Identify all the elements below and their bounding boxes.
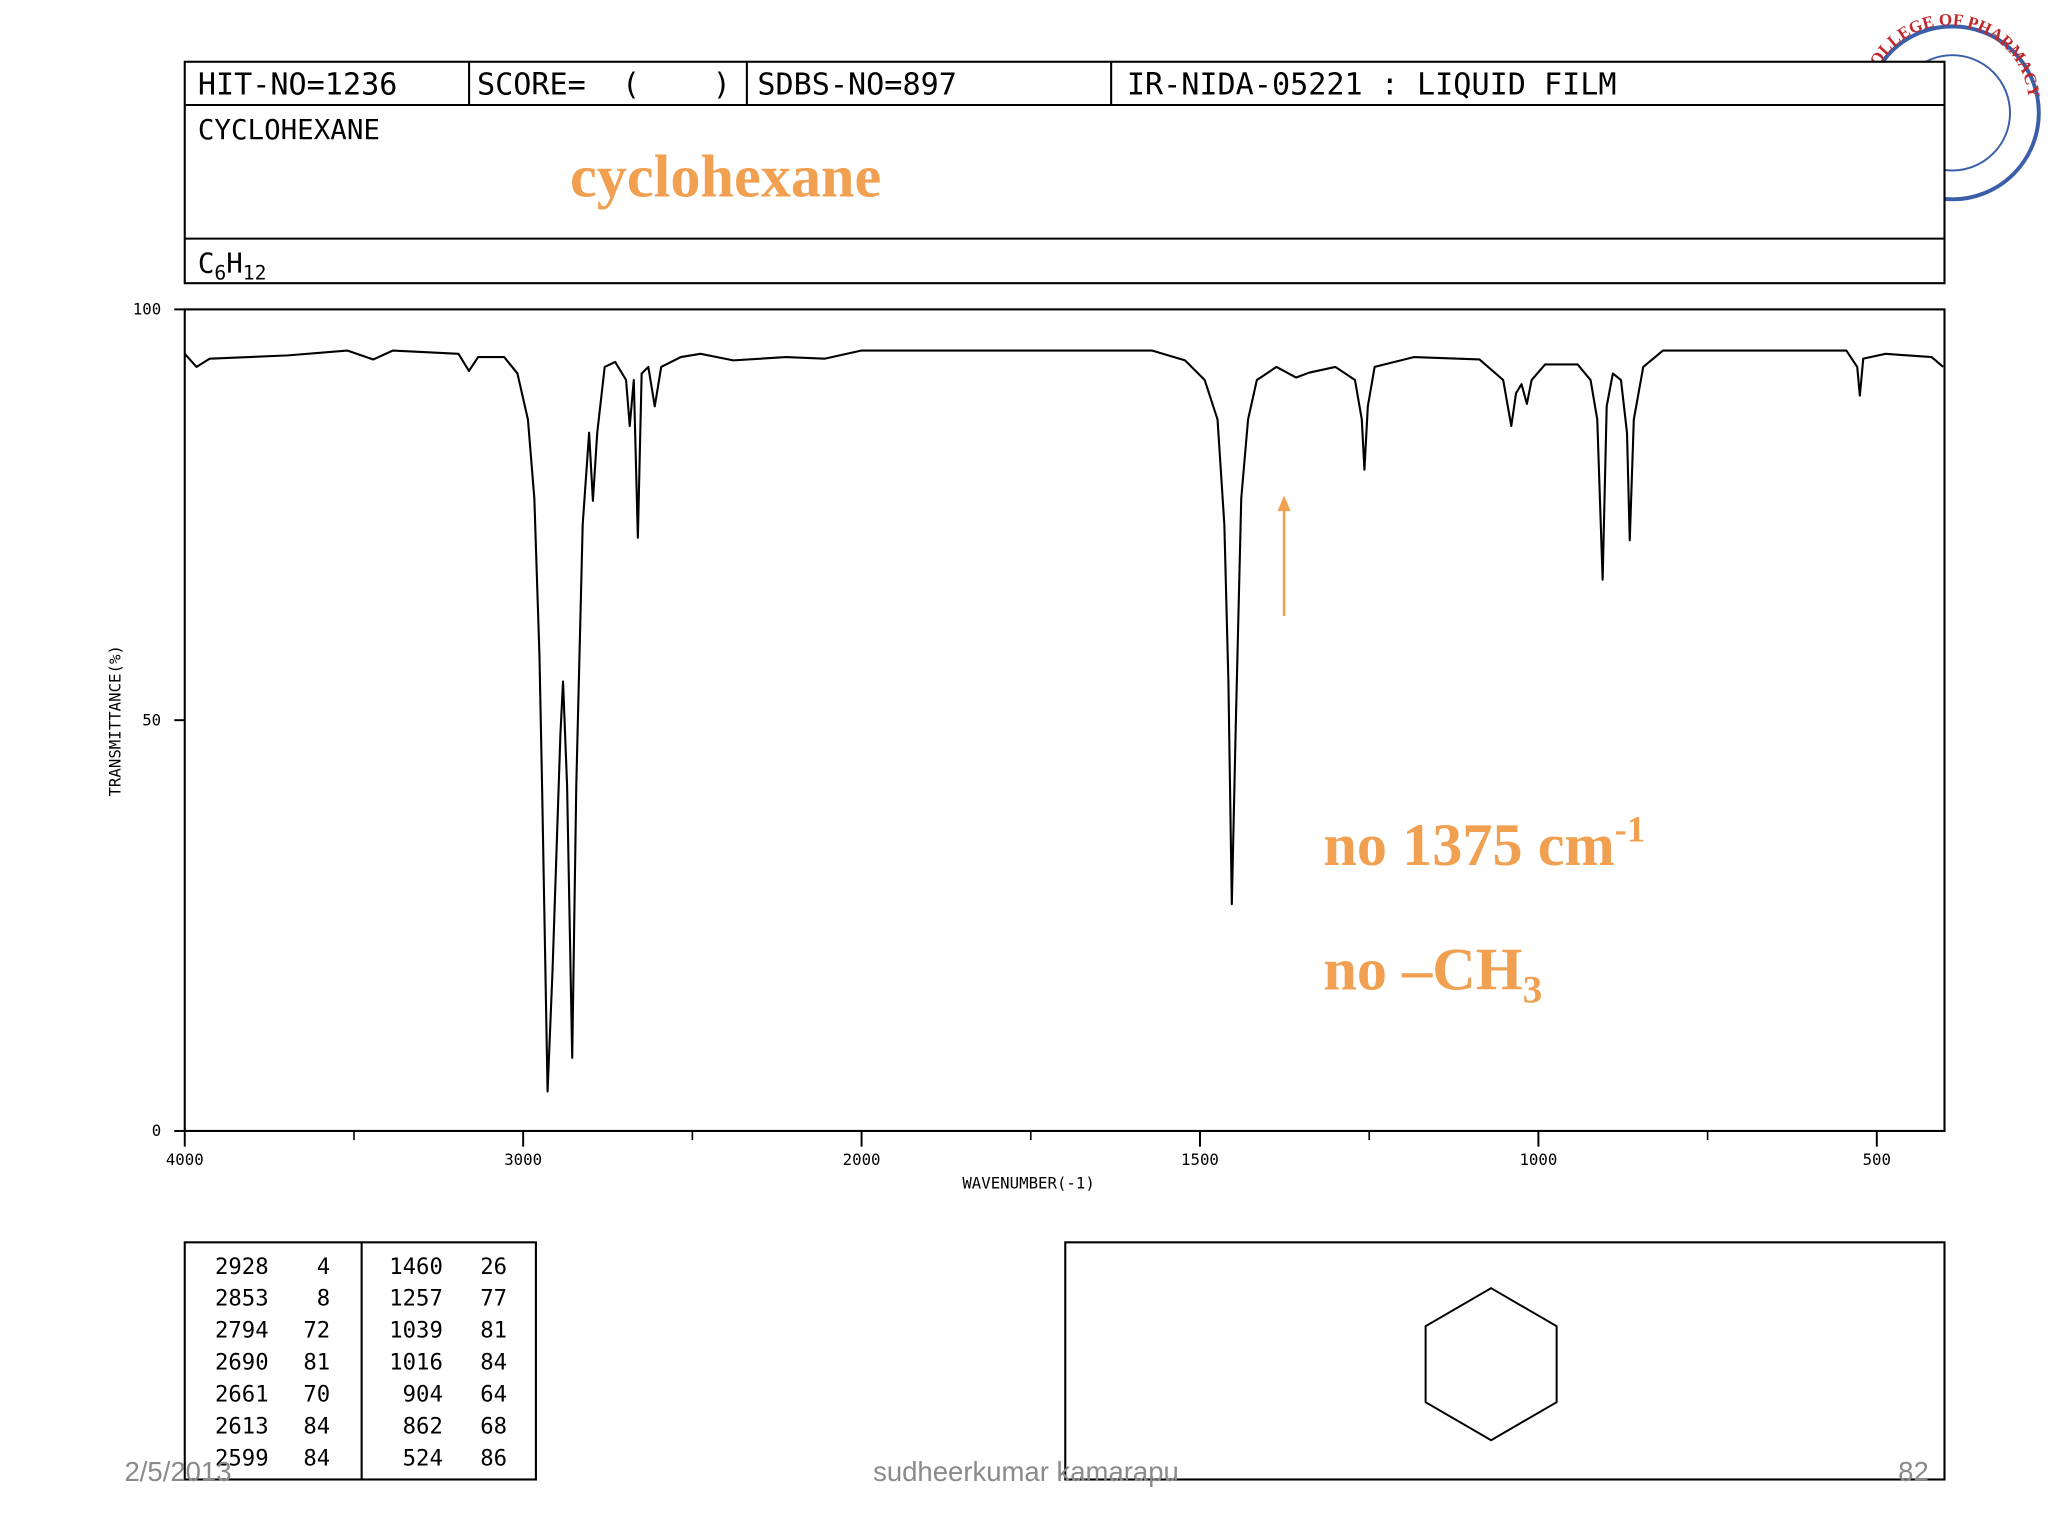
peak-cell: 2599 [215, 1446, 269, 1472]
peak-cell: 2661 [215, 1382, 269, 1408]
y-tick-label: 100 [133, 300, 161, 319]
x-axis-label: WAVENUMBER(-1) [962, 1174, 1095, 1193]
header-box [183, 60, 1946, 285]
compound-note: cyclohexane [570, 144, 881, 211]
formula-c-sub: 6 [214, 261, 226, 284]
x-tick-label: 500 [1863, 1150, 1891, 1169]
sdbs-no: SDBS-NO=897 [757, 68, 957, 103]
peak-cell: 2613 [215, 1414, 269, 1440]
annotation-2-sub: 3 [1523, 968, 1543, 1012]
peak-cell: 84 [303, 1414, 330, 1440]
peak-table: 2928 4 1460 26 2853 8 1257 77 2794 72 1039 81 2690 81… [215, 1254, 507, 1472]
y-axis-label: TRANSMITTANCE(%) [106, 645, 125, 796]
header-frame [183, 60, 1946, 285]
footer-date: 2/5/2013 [124, 1456, 231, 1487]
peak-cell: 1257 [389, 1286, 443, 1312]
annotation-1: no 1375 cm-1 [1323, 808, 1645, 879]
peak-cell: 84 [303, 1446, 330, 1472]
peak-cell: 68 [480, 1414, 507, 1440]
spectrum-line [183, 349, 1944, 1093]
peak-cell: 26 [480, 1254, 507, 1280]
arrow-head [1277, 495, 1291, 512]
annotation-1-text: no 1375 cm [1323, 812, 1614, 879]
peak-cell: 2928 [215, 1254, 269, 1280]
y-tick-label: 50 [142, 710, 161, 729]
formula-c: C [198, 248, 215, 280]
annotation-2-text: no –CH [1323, 936, 1522, 1003]
peak-cell: 81 [303, 1350, 330, 1376]
peak-cell: 524 [403, 1446, 443, 1472]
cyclohexane-ring [1424, 1287, 1558, 1442]
peak-cell: 1039 [389, 1318, 443, 1344]
peak-cell: 2690 [215, 1350, 269, 1376]
plot: 0 50 100 4000 3000 2000 1500 1000 500 [133, 300, 1944, 1169]
x-tick-label: 1000 [1519, 1150, 1557, 1169]
annotation-2: no –CH3 [1323, 936, 1542, 1011]
peak-cell: 64 [480, 1382, 507, 1408]
formula-h-sub: 12 [243, 261, 267, 284]
formula-h: H [226, 248, 243, 280]
peak-table-frame [183, 1241, 537, 1481]
footer-page: 82 [1898, 1456, 1929, 1487]
method: IR-NIDA-05221 : LIQUID FILM [1127, 68, 1617, 103]
peak-cell: 8 [317, 1286, 330, 1312]
x-tick-label: 1500 [1181, 1150, 1219, 1169]
peak-cell: 86 [480, 1446, 507, 1472]
peak-table-box [183, 1241, 537, 1481]
formula: C6H12 [198, 248, 267, 285]
peak-cell: 81 [480, 1318, 507, 1344]
peak-cell: 72 [303, 1318, 330, 1344]
structure-box [1064, 1241, 1946, 1481]
peak-cell: 862 [403, 1414, 443, 1440]
x-tick-label: 2000 [843, 1150, 881, 1169]
x-tick-label: 3000 [504, 1150, 542, 1169]
plot-frame [183, 308, 1946, 1133]
peak-cell: 77 [480, 1286, 507, 1312]
footer-author: sudheerkumar kamarapu [873, 1456, 1179, 1487]
peak-cell: 2853 [215, 1286, 269, 1312]
score: SCORE= ( ) [477, 68, 731, 103]
peak-cell: 1460 [389, 1254, 443, 1280]
peak-cell: 1016 [389, 1350, 443, 1376]
peak-cell: 904 [403, 1382, 443, 1408]
peak-cell: 84 [480, 1350, 507, 1376]
peak-cell: 4 [317, 1254, 330, 1280]
peak-cell: 70 [303, 1382, 330, 1408]
header-texts: HIT-NO=1236 SCORE= ( ) SDBS-NO=897 IR-NI… [198, 68, 1617, 285]
peak-cell: 2794 [215, 1318, 269, 1344]
annotation-1-sup: -1 [1615, 808, 1646, 849]
hit-no: HIT-NO=1236 [198, 68, 398, 103]
y-tick-label: 0 [152, 1121, 161, 1140]
compound: CYCLOHEXANE [198, 114, 380, 146]
x-tick-label: 4000 [166, 1150, 204, 1169]
